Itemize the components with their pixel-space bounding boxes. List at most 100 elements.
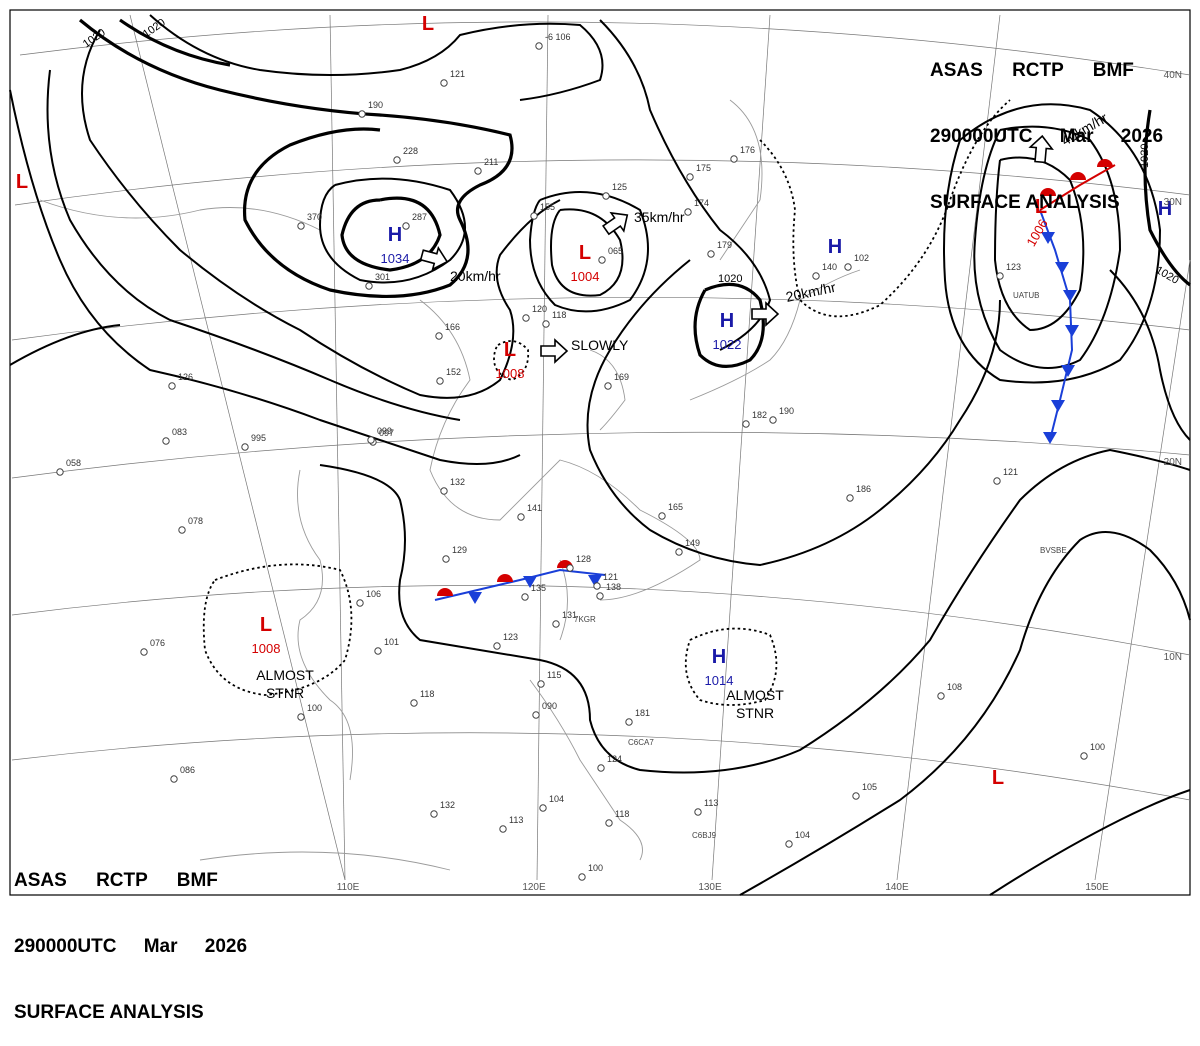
pressure-center-high: H <box>1158 198 1172 220</box>
station-circle-icon <box>365 282 373 290</box>
center-pressure-value: 1022 <box>713 337 742 352</box>
isobars <box>9 14 1191 896</box>
station-circle-icon <box>436 377 444 385</box>
station-reading: 995 <box>251 433 266 443</box>
station-circle-icon <box>785 840 793 848</box>
pressure-center-high: H <box>712 646 726 668</box>
station-reading: 149 <box>685 538 700 548</box>
station-id: UATUB <box>1013 291 1040 300</box>
cold-front-triangle <box>1051 400 1065 412</box>
warm-front-semicircle <box>1070 172 1086 180</box>
station-circle-icon <box>517 513 525 521</box>
station-circle-icon <box>178 526 186 534</box>
station-circle-icon <box>604 382 612 390</box>
station-circle-icon <box>593 582 601 590</box>
longitude-label: 150E <box>1085 882 1109 893</box>
pressure-center-low: L <box>260 614 272 636</box>
map-frame <box>9 9 1191 896</box>
motion-label: 20km/hr <box>450 268 501 284</box>
longitude-label: 140E <box>885 882 909 893</box>
motion-arrow-icon <box>602 211 629 236</box>
station-reading: 118 <box>552 310 566 320</box>
station-circle-icon <box>170 775 178 783</box>
station-reading: 100 <box>307 703 322 713</box>
station-circle-icon <box>532 711 540 719</box>
warm-front-semicircle <box>1040 188 1056 196</box>
motion-label: SLOWLY <box>571 337 629 353</box>
motion-arrow-icon <box>751 301 780 327</box>
motion-label: 35km/hr <box>634 209 685 225</box>
status-note-line1: ALMOST <box>256 667 314 683</box>
station-circle-icon <box>578 873 586 881</box>
station-reading: 083 <box>172 427 187 437</box>
station-reading: 228 <box>403 146 418 156</box>
station-circle-icon <box>140 648 148 656</box>
center-pressure-value: 1014 <box>705 673 734 688</box>
station-reading: 132 <box>440 800 455 810</box>
station-reading: 141 <box>527 503 542 513</box>
station-reading: 181 <box>635 708 650 718</box>
station-reading: 123 <box>1006 262 1021 272</box>
station-reading: 121 <box>1003 467 1018 477</box>
station-circle-icon <box>393 156 401 164</box>
isobar-label: 1020 <box>718 273 742 285</box>
station-circle-icon <box>598 256 606 264</box>
station-reading: 128 <box>576 554 591 564</box>
station-circle-icon <box>605 819 613 827</box>
station-reading: 106 <box>366 589 381 599</box>
status-note-line1: ALMOST <box>726 687 784 703</box>
latitude-label: 40N <box>1164 70 1182 81</box>
station-reading: 190 <box>368 100 383 110</box>
header-block-top: ASAS RCTP BMF 290000UTC Mar 2026 SURFACE… <box>930 16 1163 236</box>
graticule <box>11 14 1191 881</box>
status-note-line2: STNR <box>736 705 774 721</box>
station-id: 7KGR <box>574 615 596 624</box>
station-reading: 370 <box>307 212 322 222</box>
station-reading: 211 <box>484 157 498 167</box>
station-circle-icon <box>846 494 854 502</box>
header-block-bottom: ASAS RCTP BMF 290000UTC Mar 2026 SURFACE… <box>14 826 247 1046</box>
coastlines <box>39 99 861 871</box>
cold-front-triangle <box>588 575 602 587</box>
station-circle-icon <box>993 477 1001 485</box>
station-circle-icon <box>602 192 610 200</box>
front-lines <box>434 159 1116 604</box>
station-circle-icon <box>686 173 694 181</box>
station-reading: 058 <box>66 458 81 468</box>
station-circle-icon <box>410 699 418 707</box>
station-circle-icon <box>521 593 529 601</box>
center-pressure-value: 1008 <box>496 366 525 381</box>
station-circle-icon <box>168 382 176 390</box>
center-pressure-value: 1004 <box>571 269 600 284</box>
station-circle-icon <box>937 692 945 700</box>
station-reading: 186 <box>856 484 871 494</box>
station-reading: 166 <box>445 322 460 332</box>
station-reading: 182 <box>752 410 767 420</box>
cold-front-triangle <box>1041 232 1055 244</box>
motion-arrow-icon <box>419 246 449 271</box>
station-circle-icon <box>430 810 438 818</box>
station-reading: 090 <box>542 701 557 711</box>
motion-arrow-icon <box>540 338 569 364</box>
station-reading: 102 <box>854 253 869 263</box>
station-id: BVSBE <box>1040 546 1067 555</box>
status-note-line2: STNR <box>266 685 304 701</box>
station-reading: 104 <box>549 794 564 804</box>
cold-front-triangle <box>1043 432 1057 444</box>
station-circle-icon <box>493 642 501 650</box>
station-circle-icon <box>499 825 507 833</box>
latitude-label: 20N <box>1164 457 1182 468</box>
station-circle-icon <box>241 443 249 451</box>
station-circle-icon <box>694 808 702 816</box>
station-reading: 123 <box>503 632 518 642</box>
station-circle-icon <box>535 42 543 50</box>
station-reading: 086 <box>180 765 195 775</box>
longitude-label: 130E <box>698 882 722 893</box>
station-circle-icon <box>566 564 574 572</box>
station-reading: 121 <box>450 69 465 79</box>
station-circle-icon <box>625 718 633 726</box>
station-circle-icon <box>539 804 547 812</box>
station-circle-icon <box>658 512 666 520</box>
station-circle-icon <box>530 212 538 220</box>
station-circle-icon <box>596 592 604 600</box>
